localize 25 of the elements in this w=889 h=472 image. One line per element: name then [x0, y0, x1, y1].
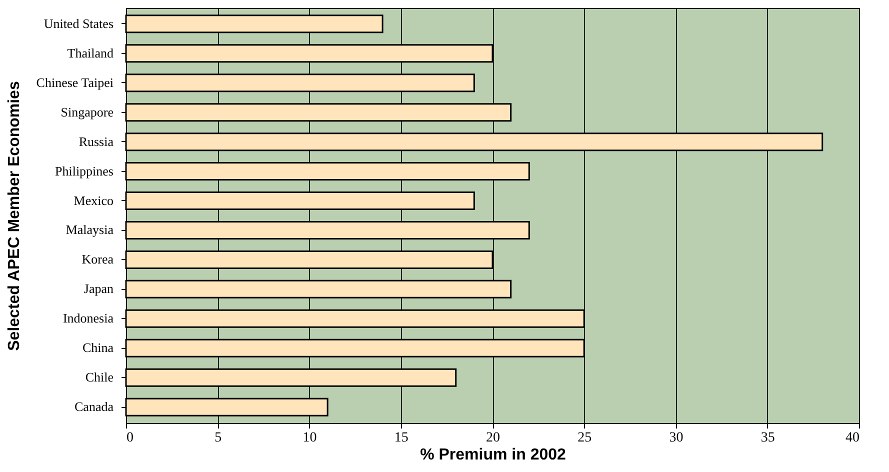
y-tick-label: Indonesia — [62, 310, 114, 326]
y-tick-label: Chinese Taipei — [36, 74, 114, 90]
y-tick-label: Malaysia — [66, 222, 114, 238]
x-axis-title: % Premium in 2002 — [420, 446, 566, 464]
x-tick-label: 30 — [669, 430, 684, 446]
x-tick-label: 10 — [302, 430, 317, 446]
x-tick-label: 40 — [846, 430, 860, 446]
y-tick-label: Singapore — [60, 104, 114, 120]
y-tick-label: Canada — [74, 399, 114, 414]
y-axis-title: Selected APEC Member Economies — [6, 81, 24, 351]
y-tick-label: Japan — [84, 281, 114, 296]
x-tick-label: 5 — [214, 430, 222, 446]
x-tick-label: 20 — [486, 430, 500, 446]
y-tick-label: Thailand — [67, 45, 114, 60]
x-tick-label: 0 — [126, 430, 134, 446]
y-tick-label: Philippines — [54, 163, 114, 178]
x-tick-label: 15 — [394, 430, 408, 446]
y-tick-label: Korea — [82, 252, 114, 267]
y-tick-label: United States — [44, 16, 114, 31]
y-tick-label: China — [82, 340, 114, 356]
y-tick-label: Russia — [78, 134, 114, 149]
y-tick-label: Chile — [85, 370, 114, 385]
y-tick-label: Mexico — [74, 192, 114, 208]
x-tick-label: 25 — [578, 430, 592, 446]
x-tick-label: 35 — [760, 430, 775, 446]
